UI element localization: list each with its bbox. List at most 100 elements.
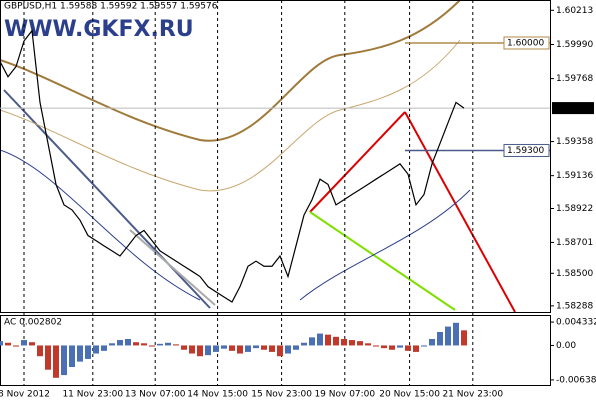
level-label: 1.59300 xyxy=(507,146,544,156)
ac-bar xyxy=(109,343,115,346)
ac-bar xyxy=(37,345,43,357)
ac-bar xyxy=(381,345,387,349)
y-tick-label: 0.00 xyxy=(556,341,576,351)
ac-bar xyxy=(237,345,243,354)
ac-bar xyxy=(85,345,91,359)
ac-bar xyxy=(373,345,379,347)
y-tick-label: 1.59990 xyxy=(556,40,593,50)
level-label: 1.60000 xyxy=(507,38,544,48)
y-tick-label: -0.006388 xyxy=(556,375,596,385)
x-tick-label: 19 Nov 07:00 xyxy=(314,390,375,400)
x-tick-label: 21 Nov 23:00 xyxy=(442,390,503,400)
ac-bar xyxy=(21,340,27,346)
level-box xyxy=(503,143,550,157)
x-tick-label: 11 Nov 23:00 xyxy=(62,390,123,400)
ac-bar xyxy=(277,345,283,357)
current-label: 1.59576 xyxy=(555,104,592,114)
ac-bar xyxy=(261,345,267,350)
x-tick-label: 20 Nov 15:00 xyxy=(379,390,440,400)
ac-bar xyxy=(45,345,51,370)
band xyxy=(0,39,461,192)
y-tick-label: 1.59768 xyxy=(556,74,593,84)
y-tick-label: 1.58922 xyxy=(556,204,593,214)
ac-bar xyxy=(53,345,59,378)
ac-bar xyxy=(253,345,259,349)
ac-bar xyxy=(77,345,83,362)
ac-bar xyxy=(413,345,419,352)
ac-bar xyxy=(149,345,155,347)
trend-line xyxy=(404,111,516,313)
ac-bar xyxy=(133,342,139,346)
y-tick-label: 1.58500 xyxy=(556,269,593,279)
y-tick-label: 1.59136 xyxy=(556,171,593,181)
ac-bar xyxy=(213,345,219,352)
ac-bar xyxy=(173,344,179,346)
band xyxy=(0,0,461,142)
x-tick-label: 14 Nov 15:00 xyxy=(187,390,248,400)
ac-bar xyxy=(197,345,203,357)
ac-bar xyxy=(349,340,355,346)
trend-line xyxy=(309,211,456,311)
ac-bar xyxy=(141,343,147,346)
ac-bar xyxy=(93,345,99,354)
ac-bar xyxy=(437,331,443,346)
ac-bar xyxy=(325,334,331,346)
ac-bar xyxy=(429,338,435,346)
y-tick-label: 0.004332 xyxy=(556,318,596,328)
y-tick-label: 1.58288 xyxy=(556,301,593,311)
ac-bar xyxy=(117,340,123,346)
current-box xyxy=(552,102,594,115)
ac-bar xyxy=(0,341,3,346)
ac-bar xyxy=(317,333,323,346)
ac-bar xyxy=(69,345,75,368)
ac-bar xyxy=(165,342,171,346)
ac-bar xyxy=(445,326,451,346)
ac-bar xyxy=(293,345,299,350)
ac-bar xyxy=(13,345,19,347)
ac-bar xyxy=(205,345,211,356)
ac-bar xyxy=(365,343,371,346)
ac-bar xyxy=(181,345,187,350)
ac-bar xyxy=(405,345,411,351)
level-box xyxy=(503,36,550,50)
x-tick-label: 8 Nov 2012 xyxy=(0,390,50,400)
ac-bar xyxy=(333,336,339,346)
ac-bar xyxy=(245,345,251,352)
ac-bar xyxy=(453,322,459,346)
ac-bar xyxy=(301,342,307,346)
ac-bar xyxy=(341,338,347,346)
ac-bar xyxy=(125,338,131,346)
ac-bar xyxy=(397,345,403,348)
header: GBPUSD,H1 1.59588 1.59592 1.59557 1.5957… xyxy=(4,2,218,12)
ac-bar xyxy=(189,345,195,354)
x-tick-label: 15 Nov 23:00 xyxy=(251,390,312,400)
trend-line xyxy=(129,229,216,306)
ac-bar xyxy=(29,342,35,346)
watermark: WWW.GKFX.RU xyxy=(4,17,194,42)
ac-bar xyxy=(5,342,11,346)
ac-bar xyxy=(229,345,235,351)
ac-bar xyxy=(269,345,275,352)
trend-line xyxy=(309,111,406,213)
x-tick-label: 13 Nov 07:00 xyxy=(125,390,186,400)
y-tick-label: 1.58701 xyxy=(556,238,593,248)
ac-bar xyxy=(461,330,467,346)
ac-bar xyxy=(61,345,67,376)
main-frame xyxy=(0,0,551,313)
ac-bar xyxy=(157,343,163,346)
ac-bar xyxy=(357,341,363,346)
ac-bar xyxy=(221,345,227,349)
y-tick-label: 1.59358 xyxy=(556,137,593,147)
trend-line xyxy=(3,89,211,309)
indicator-frame xyxy=(0,315,551,386)
price-line xyxy=(0,29,465,303)
indicator-title: AC 0.002802 xyxy=(4,318,62,328)
ac-bar xyxy=(421,345,427,347)
ac-bar xyxy=(101,345,107,351)
ac-bar xyxy=(389,345,395,350)
y-tick-label: 1.60213 xyxy=(556,6,593,16)
ac-bar xyxy=(285,345,291,354)
ac-bar xyxy=(309,337,315,346)
